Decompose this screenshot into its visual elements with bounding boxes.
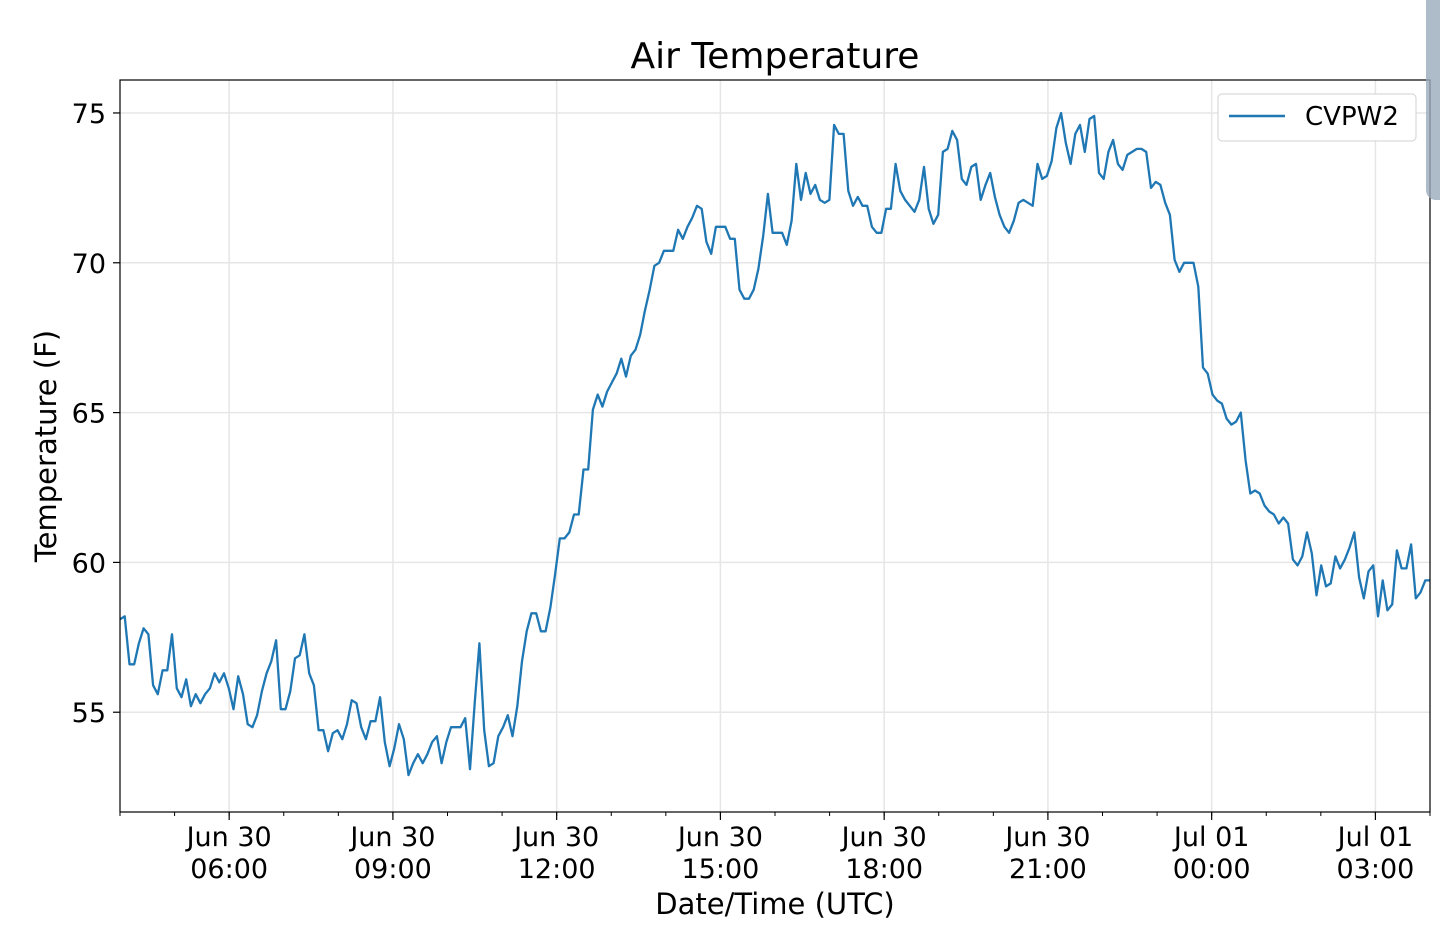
- x-tick-label-date: Jun 30: [1003, 822, 1090, 853]
- edge-scroll-handle[interactable]: [1426, 0, 1440, 200]
- x-tick-label-time: 09:00: [354, 854, 432, 885]
- y-axis: 55 60 65 70 75: [72, 99, 120, 729]
- y-tick-label: 55: [72, 698, 106, 729]
- x-tick-label-date: Jun 30: [676, 822, 763, 853]
- x-tick-label-time: 15:00: [682, 854, 760, 885]
- grid-lines: [120, 80, 1430, 812]
- y-axis-label: Temperature (F): [29, 330, 63, 563]
- y-tick-label: 75: [72, 99, 106, 130]
- y-tick-label: 65: [72, 399, 106, 430]
- y-tick-label: 70: [72, 249, 106, 280]
- x-tick-label-time: 21:00: [1009, 854, 1087, 885]
- x-tick-label-date: Jul 01: [1336, 822, 1414, 853]
- x-tick-label-date: Jul 01: [1172, 822, 1250, 853]
- x-tick-label-time: 18:00: [845, 854, 923, 885]
- y-tick-label: 60: [72, 548, 106, 579]
- x-tick-label-date: Jun 30: [185, 822, 272, 853]
- legend: CVPW2: [1217, 93, 1417, 142]
- x-tick-label-date: Jun 30: [512, 822, 599, 853]
- series-group: [119, 111, 1430, 777]
- x-tick-label-time: 06:00: [190, 854, 268, 885]
- x-tick-label-date: Jun 30: [348, 822, 435, 853]
- x-axis-label: Date/Time (UTC): [655, 887, 894, 921]
- x-tick-label-date: Jun 30: [840, 822, 927, 853]
- x-tick-label-time: 03:00: [1337, 854, 1415, 885]
- legend-label: CVPW2: [1305, 102, 1399, 132]
- legend-box: [1217, 93, 1417, 142]
- series-line-cvpw2: [119, 111, 1430, 777]
- chart-title: Air Temperature: [631, 36, 920, 77]
- x-tick-label-time: 00:00: [1173, 854, 1251, 885]
- x-tick-label-time: 12:00: [518, 854, 596, 885]
